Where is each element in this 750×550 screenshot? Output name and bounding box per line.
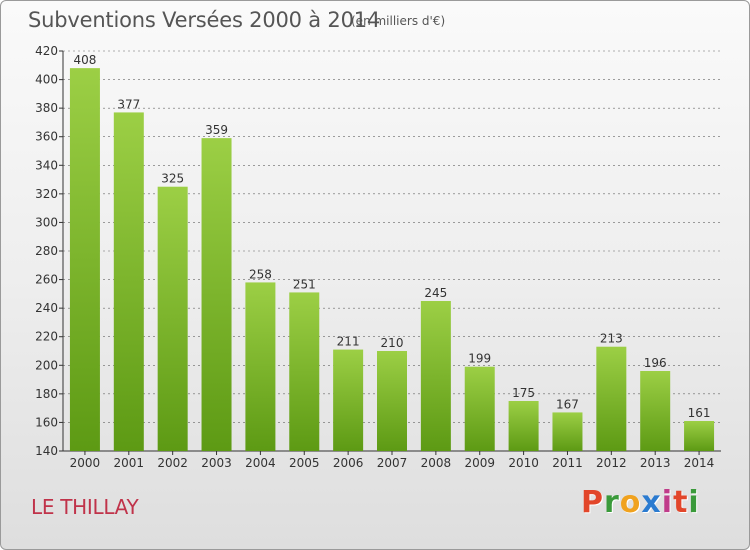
x-tick-label: 2010 (508, 456, 539, 470)
bar (640, 371, 671, 451)
x-tick-label: 2004 (245, 456, 276, 470)
bar (333, 349, 364, 451)
x-tick-label: 2012 (596, 456, 627, 470)
y-tick-label: 380 (35, 101, 58, 115)
place-name: LE THILLAY (31, 495, 139, 519)
x-tick-label: 2005 (289, 456, 320, 470)
x-tick-label: 2007 (377, 456, 408, 470)
value-label: 175 (512, 386, 535, 400)
y-tick-label: 200 (35, 358, 58, 372)
bar (377, 351, 407, 451)
y-tick-label: 420 (35, 44, 58, 58)
value-label: 251 (293, 277, 316, 291)
value-label: 196 (644, 356, 667, 370)
value-labels: 408 377 325 359 258 251 211 210 245 199 175 167 213 1… (73, 53, 710, 420)
bar (113, 112, 144, 451)
value-label: 325 (161, 172, 184, 186)
x-tick-label: 2014 (684, 456, 715, 470)
x-tick-label: 2003 (201, 456, 232, 470)
x-tick-label: 2002 (157, 456, 188, 470)
value-label: 408 (73, 53, 96, 67)
y-tick-label: 140 (35, 444, 58, 458)
bar (245, 282, 276, 451)
bar (684, 421, 715, 451)
x-tick-label: 2000 (70, 456, 101, 470)
value-label: 199 (468, 352, 491, 366)
value-label: 167 (556, 397, 579, 411)
value-label: 377 (117, 97, 140, 111)
y-tick-label: 400 (35, 73, 58, 87)
logo-letter: r (604, 485, 620, 520)
y-tick-label: 280 (35, 244, 58, 258)
unit-label: (en milliers d'€) (351, 14, 446, 28)
y-tick-label: 180 (35, 387, 58, 401)
logo-letter: i (688, 485, 700, 520)
y-tick-label: 360 (35, 130, 58, 144)
y-tick-label: 220 (35, 330, 58, 344)
chart-title: Subventions Versées 2000 à 2014 (28, 8, 381, 32)
bar (289, 292, 320, 451)
y-tick-labels: 140 160 180 200 220 240 260 280 300 320 340 360 380 4… (35, 44, 58, 458)
x-tick-labels: 2000 2001 2002 2003 2004 2005 2006 2007 2008 2009… (70, 456, 715, 470)
proxiti-logo: Proxiti (581, 485, 700, 520)
x-tick-label: 2009 (464, 456, 495, 470)
bar (157, 186, 188, 451)
y-tick-label: 340 (35, 158, 58, 172)
value-label: 211 (337, 335, 360, 349)
x-tick-label: 2001 (114, 456, 145, 470)
y-tick-label: 300 (35, 215, 58, 229)
bar (552, 412, 583, 451)
bars (69, 68, 715, 452)
bar (596, 346, 627, 451)
x-tick-label: 2013 (640, 456, 671, 470)
bar (201, 138, 232, 451)
value-label: 245 (424, 286, 447, 300)
value-label: 359 (205, 123, 228, 137)
bar (420, 301, 451, 451)
logo-letter: o (619, 485, 642, 520)
x-tick-label: 2008 (421, 456, 452, 470)
value-label: 161 (688, 406, 711, 420)
logo-letter: t (673, 485, 689, 520)
value-label: 258 (249, 267, 272, 281)
logo-letter: x (641, 485, 662, 520)
logo-letter: i (661, 485, 674, 520)
bar (464, 366, 495, 451)
x-tick-label: 2006 (333, 456, 364, 470)
value-label: 210 (381, 336, 404, 350)
bar (508, 401, 539, 451)
x-tick-label: 2011 (552, 456, 583, 470)
bar (69, 68, 100, 452)
y-tick-label: 240 (35, 301, 58, 315)
value-label: 213 (600, 332, 623, 346)
y-tick-label: 260 (35, 273, 58, 287)
logo-letter: P (581, 485, 604, 520)
y-tick-label: 320 (35, 187, 58, 201)
y-tick-label: 160 (35, 415, 58, 429)
